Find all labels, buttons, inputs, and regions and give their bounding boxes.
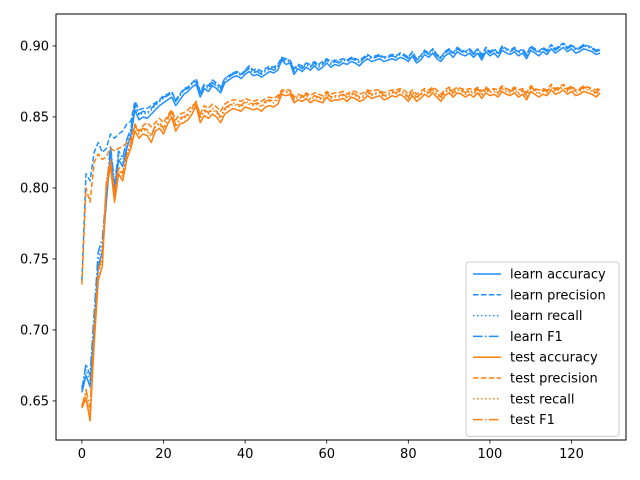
- y-tick-label: 0.80: [20, 181, 49, 196]
- legend-box: [465, 261, 620, 437]
- x-tick-label: 80: [400, 447, 417, 462]
- legend-label-learn-recall: learn recall: [510, 309, 582, 324]
- y-axis: 0.65 0.70 0.75 0.80 0.85 0.90: [20, 39, 56, 409]
- x-tick-label: 20: [155, 447, 172, 462]
- plot-frame: [55, 13, 627, 441]
- series-lines: [81, 42, 601, 422]
- legend-label-test-recall: test recall: [510, 392, 575, 407]
- legend: learn accuracy learn precision learn recal…: [465, 261, 620, 437]
- legend-label-learn-f1: learn F1: [510, 330, 563, 345]
- legend-label-test-precision: test precision: [510, 372, 598, 387]
- legend-label-learn-accuracy: learn accuracy: [510, 268, 606, 283]
- series-line-test-accuracy: [81, 89, 601, 422]
- legend-label-test-accuracy: test accuracy: [510, 351, 598, 366]
- series-line-learn-recall: [81, 42, 601, 387]
- y-tick-label: 0.85: [20, 110, 49, 125]
- x-tick-label: 40: [237, 447, 254, 462]
- x-tick-label: 120: [559, 447, 584, 462]
- y-tick-label: 0.90: [20, 39, 49, 54]
- series-line-test-f1: [81, 84, 601, 409]
- series-line-test-precision: [81, 83, 601, 285]
- legend-label-learn-precision: learn precision: [510, 288, 606, 303]
- y-tick-label: 0.70: [20, 323, 49, 338]
- x-axis: 0 20 40 60 80 100 120: [78, 440, 584, 462]
- series-line-learn-accuracy: [81, 46, 601, 393]
- y-tick-label: 0.75: [20, 252, 49, 267]
- series-line-learn-f1: [81, 43, 601, 390]
- x-tick-label: 100: [478, 447, 503, 462]
- x-tick-label: 0: [78, 447, 86, 462]
- y-tick-label: 0.65: [20, 394, 49, 409]
- x-tick-label: 60: [318, 447, 335, 462]
- legend-label-test-f1: test F1: [510, 413, 555, 428]
